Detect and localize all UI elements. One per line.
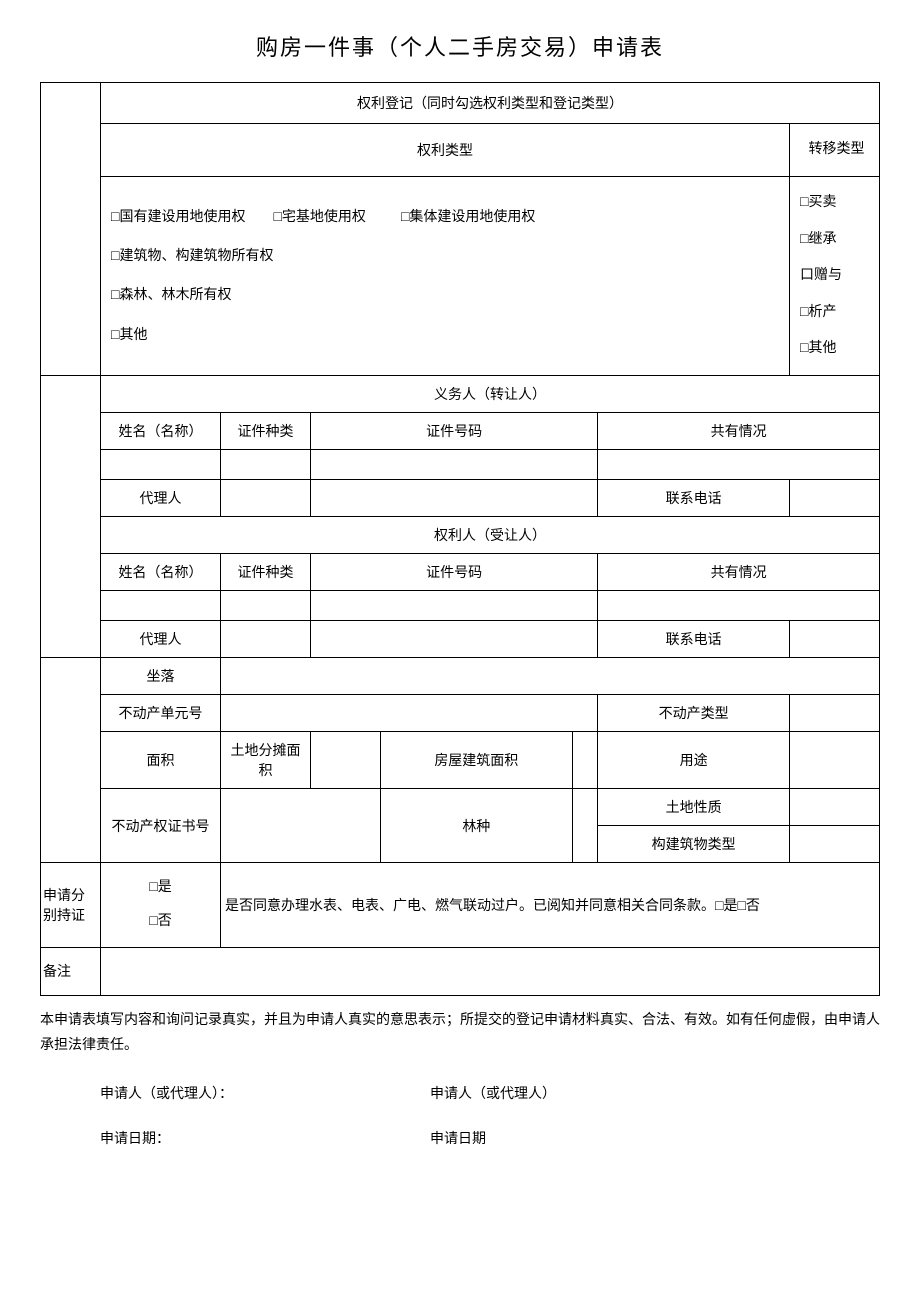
- obligee-idtype-label: 证件种类: [221, 554, 311, 591]
- obligor-agent-idtype[interactable]: [221, 480, 311, 517]
- forest-type-label: 林种: [381, 789, 573, 863]
- obligee-phone-label: 联系电话: [598, 621, 790, 658]
- obligor-header: 义务人（转让人）: [101, 376, 880, 413]
- apply-yes[interactable]: □是: [149, 880, 171, 895]
- signature-row-2: 申请日期： 申请日期: [40, 1128, 880, 1148]
- obligor-phone-label: 联系电话: [598, 480, 790, 517]
- location-label: 坐落: [101, 658, 221, 695]
- rights-opt-5[interactable]: □森林、林木所有权: [111, 288, 231, 303]
- location-value[interactable]: [221, 658, 880, 695]
- obligee-idtype-value[interactable]: [221, 591, 311, 621]
- rights-type-header: 权利类型: [101, 124, 790, 177]
- rights-options-cell[interactable]: □国有建设用地使用权 □宅基地使用权 □集体建设用地使用权 □建筑物、构建筑物所…: [101, 177, 790, 376]
- property-type-value[interactable]: [790, 695, 880, 732]
- obligor-ownership-label: 共有情况: [598, 413, 880, 450]
- rights-opt-4[interactable]: □建筑物、构建筑物所有权: [111, 249, 273, 264]
- form-title: 购房一件事（个人二手房交易）申请表: [40, 30, 880, 62]
- property-type-label: 不动产类型: [598, 695, 790, 732]
- cert-no-value[interactable]: [221, 789, 381, 863]
- obligor-agent-idnumber[interactable]: [311, 480, 598, 517]
- applicant2-label: 申请人（或代理人）: [430, 1083, 556, 1103]
- obligee-idnumber-label: 证件号码: [311, 554, 598, 591]
- agreement-text[interactable]: 是否同意办理水表、电表、广电、燃气联动过户。已阅知并同意相关合同条款。□是□否: [221, 863, 880, 947]
- left-spacer-3: [41, 658, 101, 863]
- transfer-options-cell[interactable]: □买卖 □继承 口赠与 □析产 □其他: [790, 177, 880, 376]
- transfer-opt-3[interactable]: 口赠与: [800, 268, 842, 283]
- applicant1-label: 申请人（或代理人）：: [100, 1083, 430, 1103]
- transfer-opt-4[interactable]: □析产: [800, 305, 836, 320]
- obligee-header: 权利人（受让人）: [101, 517, 880, 554]
- land-nature-value[interactable]: [790, 789, 880, 826]
- land-area-value[interactable]: [311, 732, 381, 789]
- apply-no[interactable]: □否: [149, 914, 171, 929]
- rights-opt-1[interactable]: □国有建设用地使用权: [111, 210, 245, 225]
- usage-label: 用途: [598, 732, 790, 789]
- left-spacer-2: [41, 376, 101, 658]
- cert-no-label: 不动产权证书号: [101, 789, 221, 863]
- building-area-label: 房屋建筑面积: [381, 732, 573, 789]
- building-area-value[interactable]: [572, 732, 598, 789]
- date2-label: 申请日期: [430, 1128, 486, 1148]
- application-form-table: 权利登记（同时勾选权利类型和登记类型） 权利类型 转移类型 □国有建设用地使用权…: [40, 82, 880, 996]
- obligor-idnumber-label: 证件号码: [311, 413, 598, 450]
- transfer-opt-5[interactable]: □其他: [800, 341, 836, 356]
- left-spacer-1: [41, 83, 101, 376]
- area-label: 面积: [101, 732, 221, 789]
- remarks-value[interactable]: [101, 947, 880, 995]
- obligee-agent-idtype[interactable]: [221, 621, 311, 658]
- obligor-name-label: 姓名（名称）: [101, 413, 221, 450]
- signature-row-1: 申请人（或代理人）： 申请人（或代理人）: [40, 1083, 880, 1103]
- obligor-phone-value[interactable]: [790, 480, 880, 517]
- date1-label: 申请日期：: [100, 1128, 430, 1148]
- land-nature-label: 土地性质: [598, 789, 790, 826]
- rights-opt-2[interactable]: □宅基地使用权: [273, 210, 365, 225]
- obligee-ownership-value[interactable]: [598, 591, 880, 621]
- obligee-name-value[interactable]: [101, 591, 221, 621]
- obligor-idtype-label: 证件种类: [221, 413, 311, 450]
- obligee-agent-label: 代理人: [101, 621, 221, 658]
- obligor-idtype-value[interactable]: [221, 450, 311, 480]
- obligor-ownership-value[interactable]: [598, 450, 880, 480]
- land-area-label: 土地分摊面积: [221, 732, 311, 789]
- obligee-agent-idnumber[interactable]: [311, 621, 598, 658]
- forest-type-value[interactable]: [572, 789, 598, 863]
- structure-type-label: 构建筑物类型: [598, 826, 790, 863]
- declaration-text: 本申请表填写内容和询问记录真实，并且为申请人真实的意思表示；所提交的登记申请材料…: [40, 1008, 880, 1058]
- unit-no-label: 不动产单元号: [101, 695, 221, 732]
- obligee-ownership-label: 共有情况: [598, 554, 880, 591]
- obligor-idnumber-value[interactable]: [311, 450, 598, 480]
- transfer-opt-2[interactable]: □继承: [800, 232, 836, 247]
- obligor-agent-label: 代理人: [101, 480, 221, 517]
- unit-no-value[interactable]: [221, 695, 598, 732]
- rights-opt-3[interactable]: □集体建设用地使用权: [401, 210, 535, 225]
- obligee-name-label: 姓名（名称）: [101, 554, 221, 591]
- obligee-phone-value[interactable]: [790, 621, 880, 658]
- rights-reg-header: 权利登记（同时勾选权利类型和登记类型）: [101, 83, 880, 124]
- rights-opt-6[interactable]: □其他: [111, 328, 147, 343]
- transfer-opt-1[interactable]: □买卖: [800, 195, 836, 210]
- apply-separate-label: 申请分别持证: [41, 863, 101, 947]
- structure-type-value[interactable]: [790, 826, 880, 863]
- transfer-type-header: 转移类型: [790, 124, 880, 177]
- usage-value[interactable]: [790, 732, 880, 789]
- obligee-idnumber-value[interactable]: [311, 591, 598, 621]
- apply-separate-options[interactable]: □是 □否: [101, 863, 221, 947]
- obligor-name-value[interactable]: [101, 450, 221, 480]
- remarks-label: 备注: [41, 947, 101, 995]
